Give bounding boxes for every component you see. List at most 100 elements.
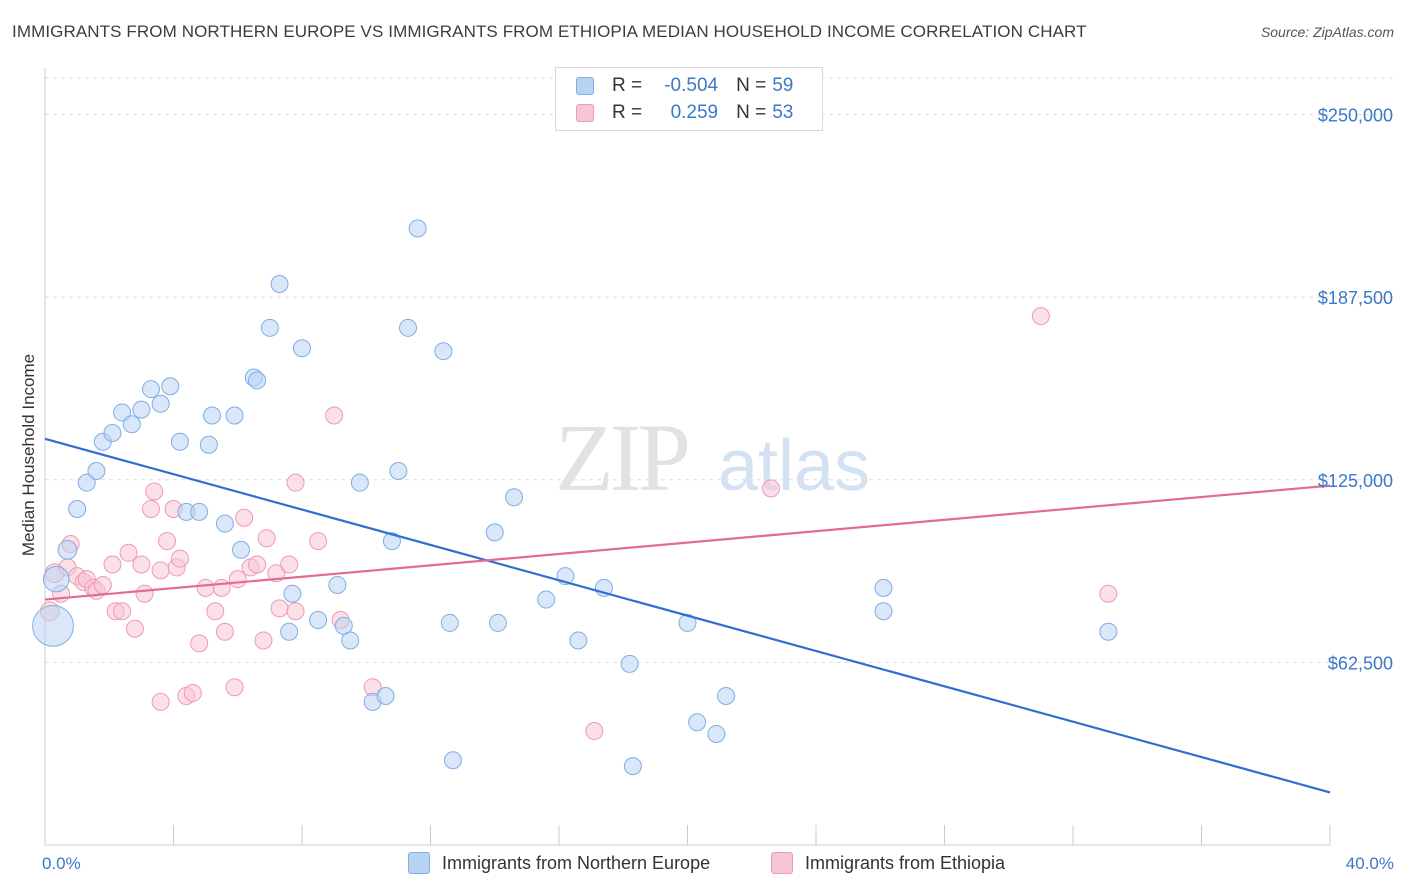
series-ethiopia-points bbox=[39, 307, 1118, 741]
legend-r-label: R = bbox=[612, 75, 643, 96]
data-point bbox=[325, 406, 344, 425]
data-point bbox=[408, 219, 427, 238]
correlation-legend: R = -0.504 N = 59 R = 0.259 N = 53 bbox=[555, 67, 823, 131]
legend-series-label: Immigrants from Northern Europe bbox=[442, 852, 711, 873]
data-point bbox=[87, 461, 106, 480]
series-northern-europe-points bbox=[32, 219, 1118, 776]
axes bbox=[44, 68, 1331, 846]
data-point bbox=[225, 678, 244, 697]
data-point bbox=[382, 532, 401, 551]
data-point bbox=[57, 540, 78, 560]
data-point bbox=[874, 578, 893, 597]
data-point bbox=[132, 555, 151, 574]
watermark-atlas: atlas bbox=[718, 426, 870, 506]
data-point bbox=[113, 403, 132, 422]
data-point bbox=[280, 622, 299, 641]
legend-n-value: 59 bbox=[772, 75, 794, 96]
data-point bbox=[717, 686, 736, 705]
data-point bbox=[125, 619, 144, 638]
tick-labels: $62,500 $125,000 $187,500 $250,000 0.0% 40.0% bbox=[42, 106, 1394, 873]
legend-n-value: 53 bbox=[772, 102, 794, 123]
data-point bbox=[434, 342, 453, 361]
data-point bbox=[1031, 307, 1050, 326]
y-tick-label: $250,000 bbox=[1318, 106, 1393, 126]
data-point bbox=[190, 502, 209, 521]
data-point bbox=[309, 611, 328, 630]
legend-swatch-pink bbox=[771, 852, 793, 874]
data-point bbox=[341, 631, 360, 650]
data-point bbox=[257, 529, 276, 548]
x-tick-label-min: 0.0% bbox=[42, 854, 81, 873]
data-point bbox=[248, 371, 267, 390]
data-point bbox=[113, 602, 132, 621]
data-point bbox=[309, 532, 328, 551]
y-tick-label: $187,500 bbox=[1318, 288, 1393, 308]
data-point bbox=[585, 722, 604, 741]
data-point bbox=[505, 488, 524, 507]
trend-line-blue bbox=[44, 437, 1331, 794]
legend-swatch-blue bbox=[408, 852, 430, 874]
data-point bbox=[231, 540, 250, 559]
legend-series-label: Immigrants from Ethiopia bbox=[805, 852, 1006, 873]
data-point bbox=[286, 473, 305, 492]
watermark-zip: ZIP bbox=[555, 404, 688, 511]
data-point bbox=[350, 473, 369, 492]
legend-row-northern-europe: R = -0.504 N = 59 bbox=[576, 73, 793, 99]
data-point bbox=[32, 604, 74, 647]
data-point bbox=[122, 415, 141, 434]
data-point bbox=[151, 394, 170, 413]
data-point bbox=[196, 578, 215, 597]
legend-r-value: -0.504 bbox=[664, 75, 719, 96]
data-point bbox=[440, 613, 459, 632]
legend-n-label: N = bbox=[736, 75, 767, 96]
data-point bbox=[158, 532, 177, 551]
data-point bbox=[254, 631, 273, 650]
trend-line-pink bbox=[44, 484, 1331, 601]
source-credit: Source: ZipAtlas.com bbox=[1260, 24, 1394, 40]
data-point bbox=[212, 578, 231, 597]
y-tick-label: $62,500 bbox=[1328, 653, 1393, 673]
data-point bbox=[443, 751, 462, 770]
data-point bbox=[151, 561, 170, 580]
data-point bbox=[142, 499, 161, 518]
data-point bbox=[270, 274, 289, 293]
data-point bbox=[620, 654, 639, 673]
legend-row-ethiopia: R = 0.259 N = 53 bbox=[576, 100, 793, 126]
data-point bbox=[42, 565, 70, 593]
bottom-legend-ethiopia: Immigrants from Ethiopia bbox=[771, 852, 1005, 874]
data-point bbox=[77, 473, 96, 492]
data-point bbox=[142, 380, 161, 399]
data-point bbox=[283, 584, 302, 603]
data-point bbox=[1099, 622, 1118, 641]
data-point bbox=[260, 318, 279, 337]
data-point bbox=[286, 602, 305, 621]
data-point bbox=[874, 602, 893, 621]
data-point bbox=[678, 613, 697, 632]
data-point bbox=[132, 400, 151, 419]
data-point bbox=[119, 543, 138, 562]
data-point bbox=[151, 692, 170, 711]
legend-r-value: 0.259 bbox=[670, 102, 719, 123]
data-point bbox=[399, 318, 418, 337]
legend-swatch-pink bbox=[576, 104, 594, 122]
data-point bbox=[623, 757, 642, 776]
data-point bbox=[280, 555, 299, 574]
data-point bbox=[293, 339, 311, 358]
data-point bbox=[267, 564, 286, 583]
data-point bbox=[170, 432, 189, 451]
data-point bbox=[569, 631, 588, 650]
chart-title: IMMIGRANTS FROM NORTHERN EUROPE VS IMMIG… bbox=[12, 22, 1087, 41]
x-tick-label-max: 40.0% bbox=[1346, 854, 1394, 873]
data-point bbox=[248, 555, 267, 574]
bottom-legend-northern-europe: Immigrants from Northern Europe bbox=[408, 852, 710, 874]
data-point bbox=[203, 406, 222, 425]
legend-swatch-blue bbox=[576, 77, 594, 95]
trend-lines bbox=[44, 437, 1331, 794]
y-tick-label: $125,000 bbox=[1318, 471, 1393, 491]
data-point bbox=[199, 435, 218, 454]
data-point bbox=[688, 713, 707, 732]
data-point bbox=[161, 377, 180, 396]
data-point bbox=[328, 575, 347, 594]
data-point bbox=[206, 602, 225, 621]
data-point bbox=[215, 514, 234, 533]
